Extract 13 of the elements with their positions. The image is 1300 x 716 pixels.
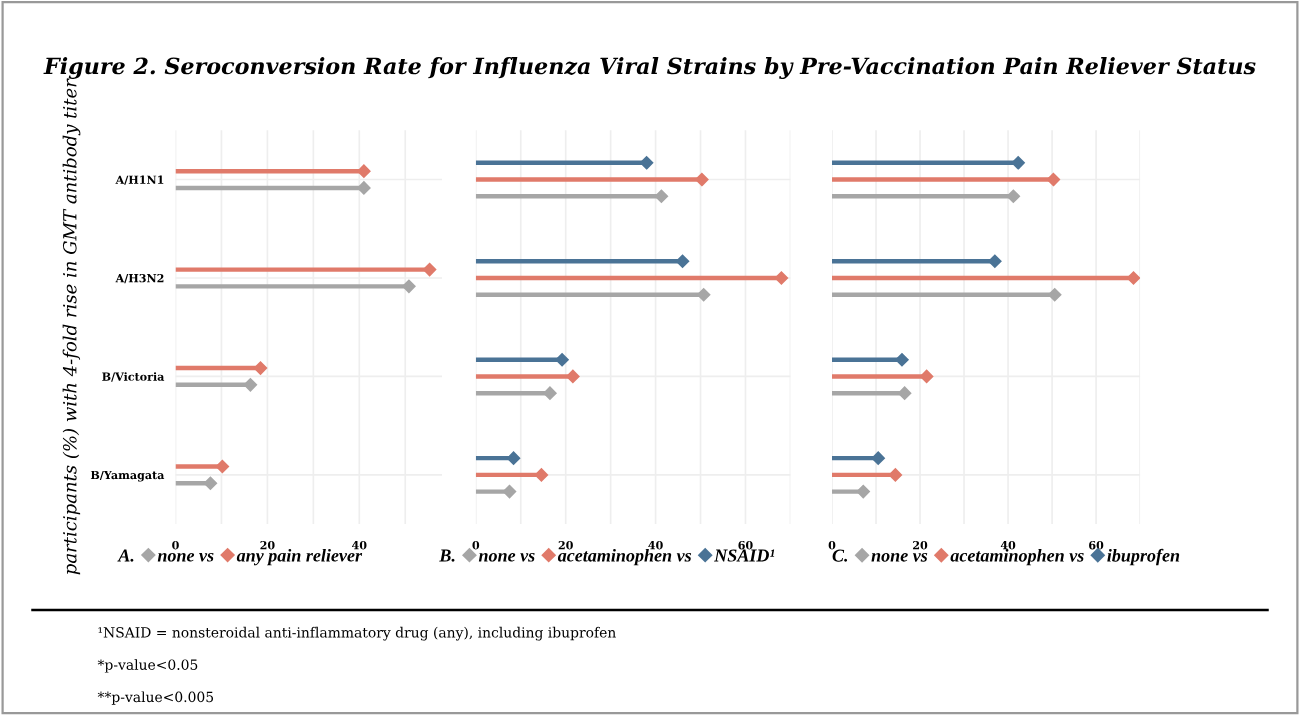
legend-title: B. (439, 549, 455, 562)
text: none vs (871, 552, 928, 562)
legend-label: none vs (478, 552, 535, 562)
legend-label: NSAID¹ (714, 549, 775, 562)
legend-label: ibuprofen (1107, 548, 1180, 566)
legend-label: acetaminophen vs (557, 548, 692, 566)
y-axis-title: participants (%) with 4-fold rise in GMT antibody titer (62, 78, 81, 575)
legend-label: none vs (157, 552, 214, 562)
text: Figure 2. Seroconversion Rate for Influenza Viral Strains by Pre-Vaccination Pain Reliever Status (43, 57, 1256, 79)
legend-title: C. (832, 549, 848, 562)
legend-title: A. (117, 549, 134, 562)
legend-label: any pain reliever (236, 548, 363, 566)
legend-label: acetaminophen vs (950, 548, 1084, 566)
